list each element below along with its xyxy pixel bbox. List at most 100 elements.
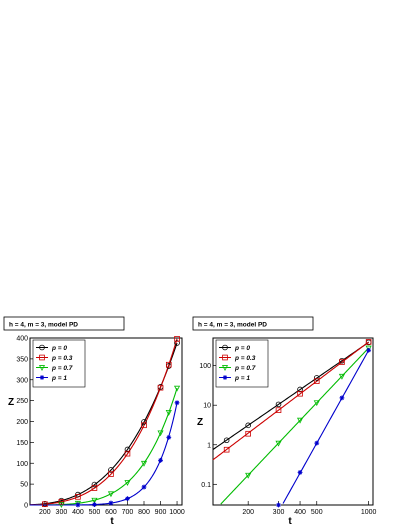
data-points	[42, 336, 181, 509]
data-point-s0	[245, 422, 251, 429]
x-tick-label: 700	[122, 509, 134, 516]
y-tick-label: 0.1	[201, 482, 211, 489]
data-point-s0	[124, 446, 131, 453]
legend-entry-p07: p = 0.7	[234, 365, 256, 372]
x-tick-label: 1000	[169, 509, 185, 516]
x-tick-label: 300	[56, 509, 68, 516]
legend-entry-p0: p = 0	[234, 345, 250, 352]
data-point-s2	[275, 440, 282, 447]
data-point-s0	[141, 419, 147, 425]
data-point-s1	[91, 485, 98, 491]
legend: p = 0 p = 0.3 p = 0.7 p = 1	[32, 339, 86, 388]
y-tick-label: 200	[16, 419, 28, 426]
legend: p = 0 p = 0.3 p = 0.7 p = 1	[215, 339, 269, 388]
loglog-chart: h = 4, m = 3, model PD 200 300 400 500 1000 …	[192, 316, 377, 527]
data-point-s1	[313, 378, 320, 384]
x-tick-label: 900	[155, 509, 167, 516]
data-points	[223, 339, 372, 508]
y-tick-label: 100	[16, 461, 28, 468]
legend-marker	[38, 365, 46, 371]
data-point-s1	[58, 499, 65, 505]
legend-marker	[222, 354, 228, 361]
legend-marker	[39, 344, 45, 351]
y-tick-label: 10	[203, 403, 211, 410]
fit-curve-1	[212, 341, 369, 461]
data-point-s2	[296, 417, 304, 424]
x-ticks: 200 300 400 500 1000	[242, 501, 377, 516]
y-tick-label: 400	[16, 336, 28, 343]
data-point-s2	[338, 373, 346, 380]
data-point-s3	[108, 500, 114, 506]
data-point-s2	[91, 497, 98, 504]
data-point-s3	[297, 470, 303, 475]
data-point-s2	[157, 430, 164, 437]
x-tick-label: 300	[273, 509, 285, 516]
x-tick-label: 1000	[361, 509, 377, 516]
fit-curves	[212, 341, 370, 505]
plot-frame	[212, 337, 374, 506]
data-point-s3	[276, 502, 281, 508]
data-point-s3	[174, 400, 180, 406]
data-point-s3	[314, 440, 320, 446]
data-point-s3	[366, 347, 372, 353]
y-tick-label: 250	[16, 398, 28, 405]
data-point-s2	[165, 409, 172, 416]
data-point-s0	[91, 481, 98, 488]
x-tick-label: 200	[39, 509, 51, 516]
data-point-s2	[124, 480, 131, 486]
x-tick-label: 800	[138, 509, 150, 516]
legend-entry-p1: p = 1	[51, 375, 67, 382]
data-point-s1	[339, 359, 345, 365]
data-point-s3	[339, 395, 345, 401]
x-tick-label: 500	[89, 509, 101, 516]
y-ticks: 0 50 100 150 200 250 300 350 400	[16, 336, 34, 510]
data-point-s1	[223, 446, 230, 453]
y-tick-label: 1	[207, 442, 211, 449]
y-tick-label: 50	[20, 482, 28, 489]
x-axis-label: t	[288, 516, 292, 527]
data-point-s0	[174, 340, 180, 346]
data-point-s2	[173, 385, 181, 392]
legend-entry-p0: p = 0	[51, 345, 67, 352]
data-point-s1	[297, 390, 303, 397]
legend-marker	[222, 375, 228, 380]
data-point-s1	[157, 384, 164, 391]
data-point-s3	[141, 484, 147, 490]
x-tick-label: 400	[72, 509, 84, 516]
y-ticks: 0.1 1 10 100	[199, 363, 217, 489]
data-point-s0	[223, 437, 230, 444]
x-tick-label: 200	[242, 509, 254, 516]
data-point-s3	[125, 496, 130, 502]
legend-marker	[222, 344, 228, 351]
x-tick-label: 400	[294, 509, 306, 516]
y-tick-label: 0	[24, 503, 28, 510]
fit-curves	[29, 338, 178, 506]
fit-curve-3	[282, 349, 370, 504]
data-point-s2	[313, 400, 320, 407]
data-point-s3	[166, 434, 172, 440]
title-box	[3, 316, 125, 331]
data-point-s0	[275, 401, 282, 408]
legend-marker	[39, 354, 45, 361]
fit-curve-0	[29, 342, 178, 506]
legend-marker	[39, 375, 45, 380]
data-point-s2	[140, 460, 148, 467]
y-axis-label: Z	[8, 397, 14, 408]
data-point-s3	[158, 457, 163, 463]
legend-entry-p1: p = 1	[234, 375, 250, 382]
x-tick-label: 500	[311, 509, 323, 516]
chart-title: h = 4, m = 3, model PD	[198, 322, 267, 329]
data-point-s3	[92, 502, 97, 507]
data-point-s1	[42, 501, 48, 508]
data-point-s2	[245, 472, 252, 479]
y-tick-label: 150	[16, 440, 28, 447]
x-ticks: 200 300 400 500 600 700 800 900 1000	[39, 501, 185, 516]
y-tick-label: 100	[199, 363, 211, 370]
y-tick-label: 300	[16, 377, 28, 384]
data-point-s1	[174, 336, 180, 342]
legend-marker	[221, 365, 229, 371]
chart-title: h = 4, m = 3, model PD	[9, 322, 78, 329]
x-axis-label: t	[110, 516, 114, 527]
fit-curve-2	[29, 387, 178, 506]
